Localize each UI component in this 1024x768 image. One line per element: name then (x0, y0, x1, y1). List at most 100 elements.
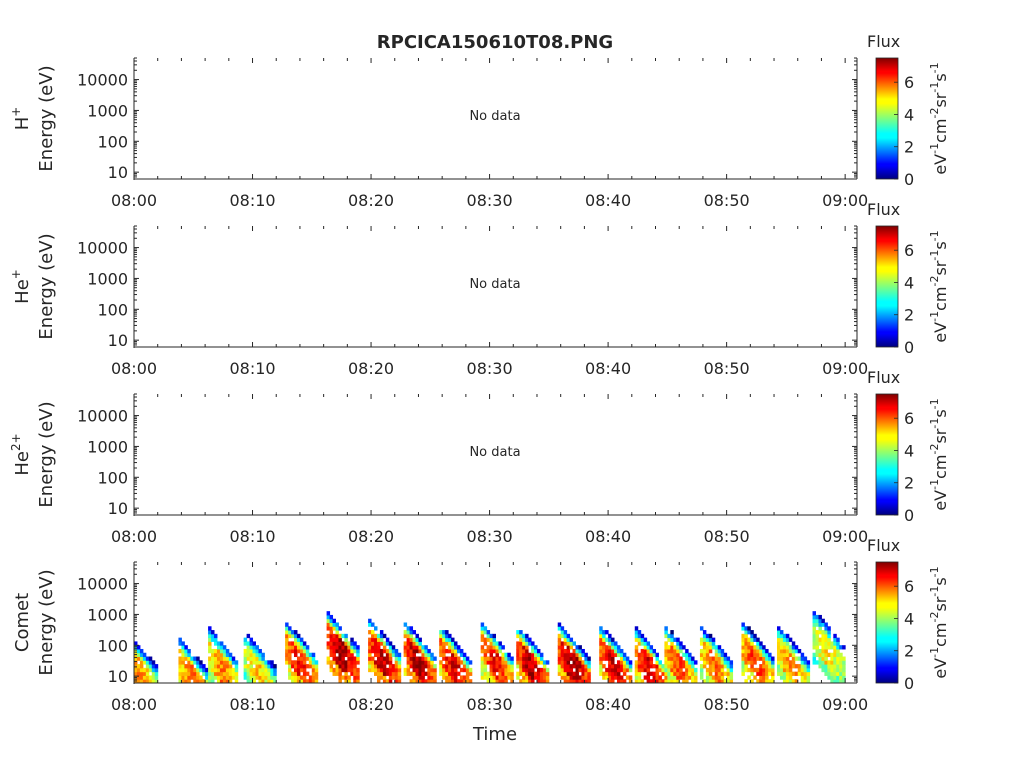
heatmap-cell (572, 641, 576, 646)
heatmap-cell (685, 660, 689, 665)
heatmap-cell (616, 645, 621, 650)
heatmap-cell (625, 667, 630, 673)
heatmap-cell (202, 679, 206, 684)
heatmap-cell (296, 667, 301, 673)
heatmap-cell (839, 675, 843, 680)
heatmap-cell (255, 648, 259, 654)
heatmap-cell (744, 645, 748, 650)
heatmap-cell (326, 645, 331, 650)
heatmap-cell (634, 633, 639, 639)
heatmap-cell (329, 660, 334, 665)
heatmap-cell (368, 645, 372, 650)
heatmap-cell (329, 618, 334, 623)
heatmap-cell (785, 652, 790, 658)
heatmap-cell (652, 675, 657, 680)
heatmap-cell (542, 660, 547, 665)
heatmap-cell (679, 660, 683, 665)
heatmap-cell (625, 660, 630, 665)
heatmap-cell (602, 637, 606, 642)
heatmap-cell (785, 679, 790, 684)
x-tick-label: 08:00 (111, 359, 157, 378)
heatmap-cell (602, 641, 606, 646)
heatmap-cell (495, 679, 499, 684)
heatmap-cell (415, 656, 419, 661)
heatmap-cell (202, 671, 206, 676)
heatmap-cell (374, 645, 378, 650)
heatmap-cell (694, 667, 698, 673)
heatmap-cell (134, 667, 138, 673)
heatmap-cell (818, 660, 822, 665)
heatmap-cell (415, 637, 419, 642)
heatmap-cell (255, 675, 259, 680)
heatmap-cell (341, 675, 345, 680)
heatmap-cell (824, 648, 828, 654)
heatmap-cell (451, 675, 455, 680)
heatmap-cell (296, 675, 301, 680)
heatmap-cell (673, 675, 677, 680)
heatmap-cell (711, 667, 716, 673)
heatmap-cell (468, 667, 473, 673)
heatmap-cell (228, 656, 233, 661)
heatmap-cell (483, 630, 488, 635)
heatmap-cell (717, 645, 722, 650)
heatmap-cell (507, 660, 511, 665)
heatmap-cell (830, 675, 834, 680)
heatmap-cell (305, 664, 310, 669)
heatmap-cell (557, 667, 562, 673)
heatmap-cell (264, 679, 268, 684)
heatmap-cell (581, 667, 585, 673)
heatmap-cell (741, 622, 745, 627)
heatmap-cell (818, 630, 822, 635)
heatmap-cell (353, 660, 357, 665)
heatmap-cell (619, 675, 624, 680)
heatmap-cell (332, 652, 336, 658)
heatmap-cell (326, 611, 331, 616)
unit-base: eV (931, 322, 950, 343)
heatmap-cell (726, 667, 731, 673)
heatmap-cell (412, 652, 416, 658)
heatmap-cell (486, 630, 491, 635)
heatmap-cell (519, 641, 523, 646)
heatmap-cell (785, 675, 790, 680)
heatmap-cell (605, 630, 609, 635)
heatmap-cell (214, 675, 218, 680)
heatmap-cell (374, 667, 378, 673)
heatmap-cell (211, 679, 215, 684)
heatmap-cell (314, 679, 319, 684)
heatmap-cell (222, 652, 227, 658)
heatmap-cell (768, 656, 772, 661)
heatmap-cell (302, 656, 307, 661)
heatmap-cell (412, 641, 416, 646)
heatmap-cell (560, 630, 565, 635)
heatmap-cell (708, 671, 713, 676)
heatmap-cell (184, 679, 188, 684)
heatmap-cell (148, 667, 153, 673)
heatmap-cell (643, 645, 648, 650)
heatmap-cell (424, 648, 428, 654)
heatmap-cell (622, 679, 627, 684)
heatmap-cell (765, 656, 769, 661)
heatmap-cell (291, 660, 295, 665)
heatmap-cell (652, 652, 657, 658)
unit-exponent: -2 (928, 276, 941, 287)
heatmap-cell (335, 660, 339, 665)
heatmap-cell (519, 660, 523, 665)
heatmap-cell (608, 645, 612, 650)
heatmap-cell (510, 675, 514, 680)
heatmap-cell (445, 648, 449, 654)
heatmap-cell (211, 652, 215, 658)
heatmap-cell (676, 667, 680, 673)
heatmap-cell (824, 664, 828, 669)
heatmap-cell (483, 667, 488, 673)
heatmap-cell (507, 664, 511, 669)
heatmap-cell (409, 641, 414, 646)
heatmap-cell (611, 637, 615, 642)
heatmap-cell (332, 641, 336, 646)
heatmap-cell (762, 679, 766, 684)
heatmap-cell (676, 679, 680, 684)
heatmap-cell (228, 660, 233, 665)
heatmap-cell (409, 645, 414, 650)
heatmap-cell (338, 637, 342, 642)
heatmap-cell (145, 667, 150, 673)
